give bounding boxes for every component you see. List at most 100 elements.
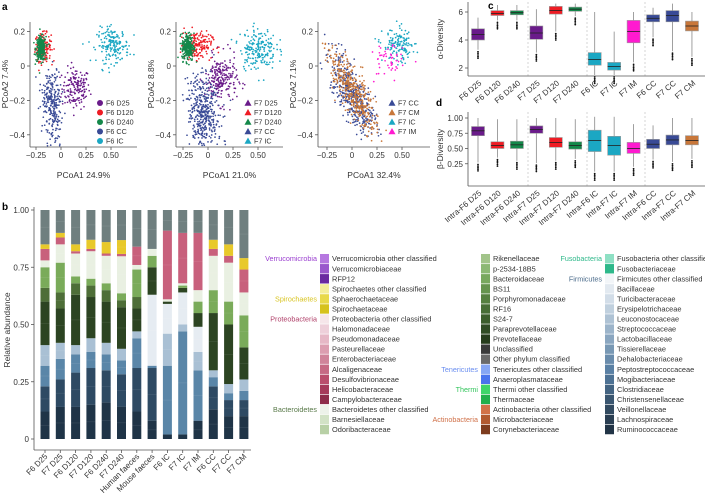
outlier: [671, 52, 674, 55]
bar-segment: [239, 379, 249, 391]
data-point: [50, 76, 52, 79]
data-point: [204, 69, 207, 71]
data-point: [211, 104, 214, 107]
data-point: [105, 37, 108, 40]
data-point: [53, 73, 56, 75]
bar-segment: [86, 239, 96, 249]
data-point: [39, 46, 42, 49]
data-point: [396, 67, 398, 70]
x-tick-label: 0: [350, 151, 355, 160]
data-point: [210, 125, 212, 127]
data-point: [207, 103, 209, 106]
data-point: [348, 81, 350, 84]
data-point: [397, 63, 399, 66]
data-point: [321, 42, 324, 45]
data-point: [59, 111, 62, 114]
data-point: [49, 40, 51, 43]
data-point: [352, 89, 355, 92]
data-point: [73, 76, 76, 79]
phylum-label: Proteobacteria: [270, 315, 317, 324]
data-point: [344, 99, 347, 102]
legend-label: Pseudomonadaceae: [332, 335, 400, 344]
outlier: [477, 54, 479, 56]
data-point: [200, 116, 203, 119]
box: [626, 142, 641, 154]
data-point: [336, 85, 339, 88]
data-point: [395, 32, 398, 35]
bar-segment: [193, 301, 203, 314]
legend-swatch: [481, 404, 490, 415]
data-point: [39, 60, 42, 63]
data-point: [58, 128, 60, 131]
data-point: [35, 76, 37, 78]
data-point: [49, 138, 51, 141]
data-point: [374, 37, 377, 40]
data-point: [185, 98, 188, 100]
data-point: [101, 41, 103, 44]
data-point: [40, 36, 43, 38]
outlier: [516, 163, 518, 166]
data-point: [110, 63, 112, 66]
data-point: [201, 67, 204, 69]
data-point: [75, 89, 78, 92]
data-point: [400, 60, 402, 62]
data-point: [202, 71, 204, 74]
legend-label: Fusobacteria other classified: [617, 254, 705, 263]
data-point: [56, 84, 59, 87]
data-point: [355, 109, 358, 112]
data-point: [336, 82, 339, 84]
data-point: [58, 95, 61, 98]
outlier: [554, 37, 557, 40]
data-point: [187, 52, 190, 55]
bar-segment: [40, 244, 50, 249]
data-point: [211, 67, 214, 70]
data-point: [111, 33, 113, 35]
data-point: [41, 45, 44, 48]
data-point: [250, 62, 252, 65]
data-point: [211, 139, 213, 142]
data-point: [187, 82, 189, 85]
data-point: [389, 53, 392, 56]
legend-marker: [244, 137, 252, 144]
data-point: [96, 33, 98, 36]
data-point: [261, 56, 264, 59]
data-point: [112, 44, 115, 47]
data-point: [35, 59, 37, 61]
data-point: [207, 94, 210, 96]
legend-label: Enterobacteriaceae: [332, 355, 396, 364]
data-point: [338, 68, 341, 71]
data-point: [365, 104, 368, 107]
data-point: [201, 47, 204, 50]
data-point: [59, 100, 62, 103]
bar-segment: [101, 283, 111, 291]
data-point: [331, 42, 333, 45]
data-point: [351, 107, 353, 110]
legend-label: Prevotellaceae: [493, 335, 542, 344]
data-point: [198, 48, 201, 51]
y-axis-label: Relative abundance: [2, 292, 12, 367]
data-point: [71, 72, 73, 74]
y-tick-label: 0.2: [160, 28, 172, 37]
data-point: [38, 60, 41, 63]
data-point: [45, 50, 48, 52]
data-point: [276, 43, 278, 46]
data-point: [354, 87, 357, 90]
legend-swatch: [481, 314, 490, 324]
legend-item: Helicobacteraceae: [320, 384, 393, 395]
legend-swatch: [605, 364, 614, 374]
data-point: [395, 66, 397, 68]
y-tick-label: 0.2: [302, 28, 314, 37]
data-point: [44, 110, 47, 112]
data-point: [335, 53, 338, 56]
outlier: [632, 66, 635, 69]
legend-swatch: [481, 344, 490, 354]
data-point: [253, 39, 256, 42]
data-point: [108, 71, 111, 74]
data-point: [220, 92, 223, 95]
data-point: [207, 73, 210, 76]
data-point: [213, 126, 216, 129]
legend-label: Thermi other classified: [493, 385, 567, 394]
data-point: [382, 55, 385, 58]
legend-item: Fusobacteriaceae: [605, 264, 676, 274]
data-point: [241, 87, 244, 90]
